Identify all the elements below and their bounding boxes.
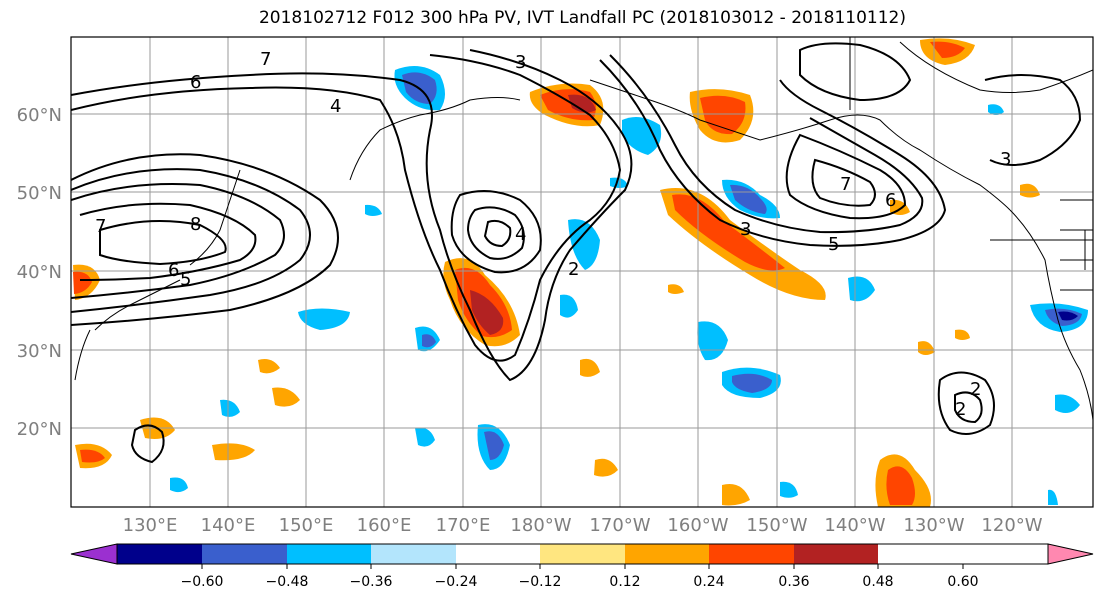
contour-label: 3 — [1000, 149, 1011, 170]
colorbar-tick-label: −0.48 — [266, 574, 309, 590]
colorbar-cell — [794, 544, 878, 564]
lon-label: 150°E — [279, 515, 334, 536]
contour-label: 3 — [515, 52, 526, 73]
figure-title: 2018102712 F012 300 hPa PV, IVT Landfall… — [258, 8, 906, 28]
colorbar-tick-label: 0.48 — [862, 574, 893, 590]
lon-label: 130°E — [123, 515, 178, 536]
colorbar-cell — [709, 544, 794, 564]
colorbar-extend-min — [70, 543, 118, 565]
colorbar-tick-label: −0.36 — [350, 574, 393, 590]
map-panel: 7 8 6 7 6 5 4 3 2 3 2 7 6 5 4 3 2 — [70, 36, 1094, 508]
lon-label: 160°E — [357, 515, 412, 536]
colorbar-tick-label: 0.60 — [947, 574, 978, 590]
contour-label: 5 — [828, 234, 839, 255]
colorbar-ticks: −0.60 −0.48 −0.36 −0.24 −0.12 0.12 0.24 … — [181, 564, 979, 590]
colorbar-tick-label: −0.12 — [519, 574, 562, 590]
lat-labels: 60°N 50°N 40°N 30°N 20°N — [17, 105, 62, 440]
lon-label: 150°W — [746, 515, 807, 536]
contour-label: 6 — [885, 190, 896, 211]
colorbar-extend-max — [1047, 543, 1094, 565]
colorbar-cell — [371, 544, 456, 564]
pv-contours — [71, 42, 1082, 464]
lon-labels: 130°E 140°E 150°E 160°E 170°E 180°W 170°… — [123, 515, 1043, 536]
contour-label: 3 — [740, 219, 751, 240]
contour-label: 5 — [180, 269, 191, 290]
contour-label: 4 — [330, 96, 341, 117]
pv-contour-labels: 7 8 6 7 6 5 4 3 2 3 2 7 6 5 4 3 2 — [95, 49, 1011, 420]
colorbar-cell — [202, 544, 287, 564]
lat-label: 40°N — [17, 262, 62, 283]
contour-label: 7 — [260, 49, 271, 70]
contour-label: 7 — [840, 174, 851, 195]
colorbar-frame — [116, 543, 1049, 565]
colorbar-cell — [456, 544, 540, 564]
lat-label: 30°N — [17, 341, 62, 362]
colorbar-cell — [540, 544, 625, 564]
colorbar: −0.60 −0.48 −0.36 −0.24 −0.12 0.12 0.24 … — [70, 543, 1094, 590]
lon-label: 170°W — [589, 515, 650, 536]
lon-label: 140°W — [824, 515, 885, 536]
lat-label: 50°N — [17, 183, 62, 204]
map-frame — [70, 36, 1094, 508]
lon-label: 120°W — [981, 515, 1042, 536]
colorbar-tick-label: 0.12 — [609, 574, 640, 590]
lat-label: 60°N — [17, 105, 62, 126]
colorbar-tick-label: −0.60 — [181, 574, 224, 590]
coastlines — [74, 37, 1093, 421]
contour-label: 2 — [970, 379, 981, 400]
lon-label: 130°W — [903, 515, 964, 536]
colorbar-cell — [117, 544, 202, 564]
colorbar-cell — [287, 544, 371, 564]
lon-label: 160°W — [667, 515, 728, 536]
colorbar-tick-label: 0.36 — [778, 574, 809, 590]
colorbar-cells — [117, 544, 878, 564]
contour-label: 2 — [568, 259, 579, 280]
lat-label: 20°N — [17, 419, 62, 440]
contour-label: 2 — [955, 399, 966, 420]
contour-label: 4 — [515, 224, 526, 245]
lon-label: 170°E — [436, 515, 491, 536]
colorbar-cell — [625, 544, 709, 564]
contour-label: 7 — [95, 216, 106, 237]
contour-label: 6 — [168, 260, 179, 281]
lon-label: 180°W — [510, 515, 571, 536]
colorbar-tick-label: −0.24 — [435, 574, 478, 590]
contour-label: 6 — [190, 72, 201, 93]
contour-label: 8 — [190, 214, 201, 235]
lon-label: 140°E — [201, 515, 256, 536]
colorbar-tick-label: 0.24 — [693, 574, 724, 590]
